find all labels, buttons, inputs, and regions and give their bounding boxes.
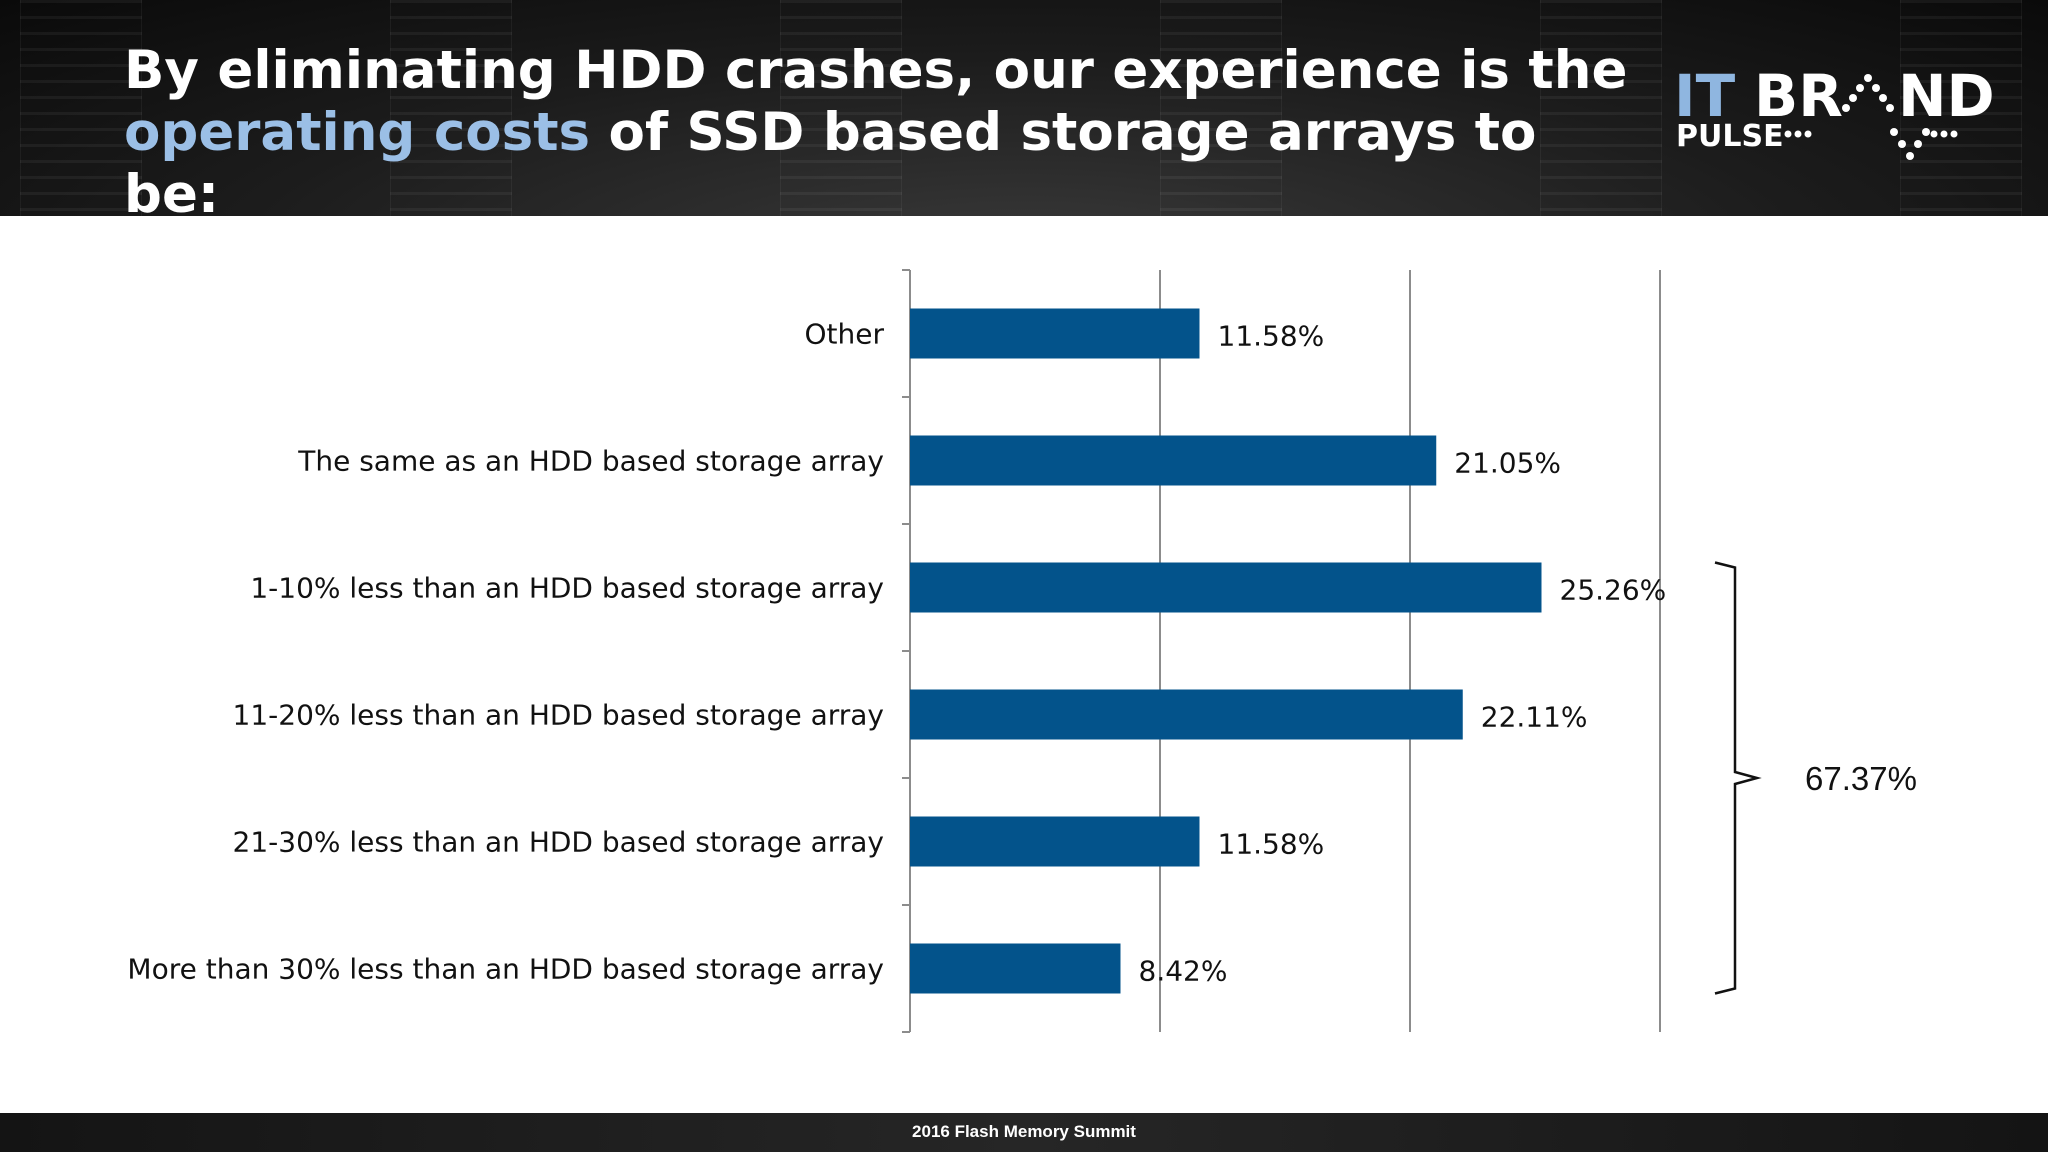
chart-value-labels: 11.58% 21.05% 25.26% 22.11% 11.58% 8.42% bbox=[1139, 320, 1667, 988]
category-label: 21-30% less than an HDD based storage ar… bbox=[233, 826, 884, 859]
category-label: The same as an HDD based storage array bbox=[297, 445, 884, 478]
server-rack-decor bbox=[1900, 0, 2022, 216]
logo-dot-arrow-icon bbox=[1784, 74, 1958, 160]
bar bbox=[910, 816, 1200, 867]
logo-brand-b-text: ND bbox=[1898, 62, 1995, 130]
footer-bar: 2016 Flash Memory Summit bbox=[0, 1113, 2048, 1152]
header-banner: By eliminating HDD crashes, our experien… bbox=[0, 0, 2048, 216]
server-rack-decor bbox=[390, 0, 512, 216]
bracket-line bbox=[1714, 561, 1762, 995]
server-rack-decor bbox=[1160, 0, 1282, 216]
server-rack-decor bbox=[780, 0, 902, 216]
value-label: 11.58% bbox=[1218, 320, 1325, 353]
bar bbox=[910, 308, 1200, 359]
value-label: 11.58% bbox=[1218, 828, 1325, 861]
value-label: 8.42% bbox=[1139, 955, 1228, 988]
server-rack-decor bbox=[1540, 0, 1662, 216]
bar bbox=[910, 435, 1437, 486]
title-line-2: of SSD based storage arrays to be: bbox=[124, 102, 1537, 216]
logo-brand-a-text: BR bbox=[1754, 62, 1843, 130]
category-label: Other bbox=[804, 318, 884, 351]
value-label: 21.05% bbox=[1454, 447, 1561, 480]
chart-gridlines bbox=[1159, 270, 1661, 1032]
chart-bracket: 67.37% bbox=[1714, 561, 1917, 995]
category-label: More than 30% less than an HDD based sto… bbox=[127, 953, 884, 986]
footer-text: 2016 Flash Memory Summit bbox=[912, 1122, 1136, 1141]
category-label: 1-10% less than an HDD based storage arr… bbox=[250, 572, 884, 605]
logo-pulse-text: PULSE bbox=[1676, 119, 1784, 154]
title-highlight: operating costs bbox=[124, 102, 591, 163]
itbrand-pulse-logo: IT BR ND PULSE bbox=[1674, 62, 1995, 160]
value-label: 22.11% bbox=[1481, 701, 1588, 734]
bar-chart: Other The same as an HDD based storage ar… bbox=[127, 269, 1917, 1033]
chart-category-labels: Other The same as an HDD based storage ar… bbox=[127, 318, 884, 986]
slide-title: By eliminating HDD crashes, our experien… bbox=[124, 40, 1644, 216]
chart-axis bbox=[902, 269, 911, 1033]
value-label: 25.26% bbox=[1560, 574, 1667, 607]
bar bbox=[910, 943, 1121, 994]
bar bbox=[910, 562, 1542, 613]
chart-bars bbox=[910, 308, 1542, 994]
logo-it-text: IT bbox=[1674, 62, 1736, 130]
category-label: 11-20% less than an HDD based storage ar… bbox=[233, 699, 884, 732]
bracket-label: 67.37% bbox=[1805, 760, 1917, 797]
title-line-1: By eliminating HDD crashes, our experien… bbox=[124, 40, 1628, 101]
bar bbox=[910, 689, 1463, 740]
server-rack-decor bbox=[20, 0, 142, 216]
